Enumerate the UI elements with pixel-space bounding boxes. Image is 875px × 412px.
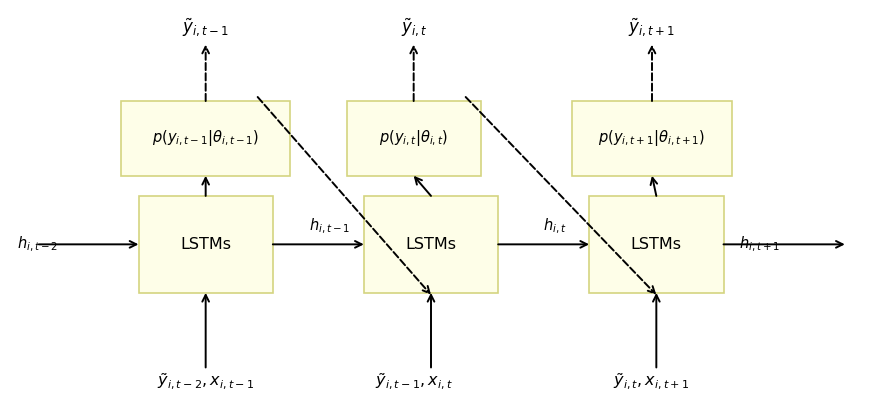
FancyBboxPatch shape [121, 101, 290, 176]
FancyBboxPatch shape [138, 196, 273, 293]
FancyBboxPatch shape [346, 101, 481, 176]
Text: LSTMs: LSTMs [180, 237, 231, 252]
FancyBboxPatch shape [572, 101, 732, 176]
Text: $p(y_{i,t+1}|\theta_{i,t+1})$: $p(y_{i,t+1}|\theta_{i,t+1})$ [598, 129, 705, 148]
Text: $h_{i,t-2}$: $h_{i,t-2}$ [18, 235, 59, 254]
Text: $p(y_{i,t}|\theta_{i,t})$: $p(y_{i,t}|\theta_{i,t})$ [379, 129, 448, 148]
Text: $\tilde{y}_{i,t+1}$: $\tilde{y}_{i,t+1}$ [628, 16, 675, 38]
Text: LSTMs: LSTMs [631, 237, 682, 252]
Text: $\tilde{y}_{i,t-1}, x_{i,t}$: $\tilde{y}_{i,t-1}, x_{i,t}$ [375, 371, 453, 392]
Text: $h_{i,t}$: $h_{i,t}$ [542, 217, 566, 236]
Text: $\tilde{y}_{i,t}$: $\tilde{y}_{i,t}$ [401, 16, 427, 38]
FancyBboxPatch shape [364, 196, 498, 293]
Text: LSTMs: LSTMs [405, 237, 457, 252]
Text: $\tilde{y}_{i,t-1}$: $\tilde{y}_{i,t-1}$ [182, 16, 228, 38]
FancyBboxPatch shape [589, 196, 724, 293]
Text: $h_{i,t-1}$: $h_{i,t-1}$ [309, 217, 351, 236]
Text: $h_{i,t+1}$: $h_{i,t+1}$ [739, 235, 780, 254]
Text: $\tilde{y}_{i,t-2}, x_{i,t-1}$: $\tilde{y}_{i,t-2}, x_{i,t-1}$ [157, 371, 254, 392]
Text: $\tilde{y}_{i,t}, x_{i,t+1}$: $\tilde{y}_{i,t}, x_{i,t+1}$ [613, 371, 690, 392]
Text: $p(y_{i,t-1}|\theta_{i,t-1})$: $p(y_{i,t-1}|\theta_{i,t-1})$ [152, 129, 259, 148]
